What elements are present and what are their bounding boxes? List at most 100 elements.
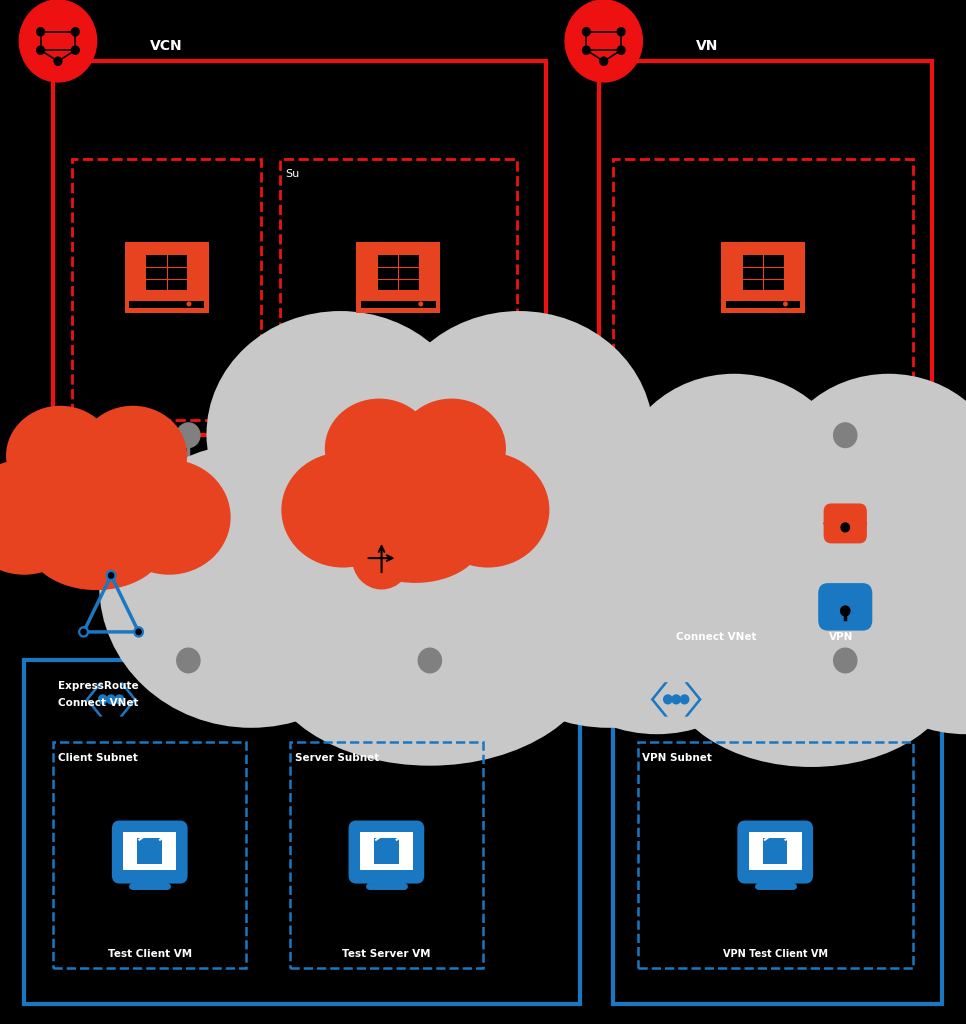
Circle shape [418,423,441,447]
Text: Test Client VM: Test Client VM [107,949,192,959]
FancyBboxPatch shape [125,242,209,312]
Ellipse shape [14,421,180,567]
Text: Server Subnet: Server Subnet [295,753,379,763]
Circle shape [99,695,107,703]
Bar [53,61,546,435]
Circle shape [79,627,88,637]
FancyBboxPatch shape [721,242,806,312]
Ellipse shape [325,398,434,499]
Bar [24,660,580,1004]
Ellipse shape [0,460,86,574]
Circle shape [134,627,143,637]
FancyBboxPatch shape [359,831,413,869]
Ellipse shape [618,374,850,587]
Bar [378,255,419,291]
FancyBboxPatch shape [818,583,872,631]
Ellipse shape [773,374,966,587]
Ellipse shape [634,407,966,718]
Circle shape [107,695,115,703]
Ellipse shape [260,539,600,766]
FancyBboxPatch shape [112,820,187,884]
Circle shape [834,423,857,447]
Bar [146,255,187,291]
Circle shape [841,523,849,531]
Ellipse shape [99,443,403,728]
Text: Connect VNet: Connect VNet [676,632,756,642]
FancyBboxPatch shape [123,831,177,869]
Circle shape [177,423,200,447]
Bar [129,301,204,308]
Bar [613,660,942,1004]
Circle shape [115,695,124,703]
Circle shape [54,57,62,66]
Text: VCN: VCN [150,39,183,53]
Bar [72,159,261,420]
Ellipse shape [347,490,484,583]
Bar [280,159,517,420]
Circle shape [19,0,97,82]
Text: VPN Subnet: VPN Subnet [642,753,712,763]
Bar [290,742,483,968]
Circle shape [783,302,787,306]
Polygon shape [120,682,136,717]
FancyBboxPatch shape [749,831,802,869]
Bar [599,61,932,435]
FancyBboxPatch shape [48,557,77,565]
FancyBboxPatch shape [374,838,399,863]
FancyBboxPatch shape [356,242,440,312]
Circle shape [136,629,141,635]
Circle shape [600,57,608,66]
Circle shape [672,695,680,703]
Ellipse shape [426,453,550,567]
Ellipse shape [665,570,958,767]
Circle shape [353,527,411,589]
Polygon shape [86,682,102,717]
Circle shape [187,302,190,306]
Bar [726,301,801,308]
Circle shape [680,695,689,703]
Ellipse shape [332,414,498,560]
FancyBboxPatch shape [763,838,787,863]
Bar [743,255,783,291]
Ellipse shape [526,488,788,734]
Bar [613,159,913,420]
Text: VPN Test Client VM: VPN Test Client VM [723,949,828,959]
Circle shape [37,28,44,36]
Circle shape [106,570,116,581]
Circle shape [664,695,672,703]
Circle shape [840,606,850,615]
Circle shape [617,28,625,36]
Text: Su: Su [285,169,299,179]
Circle shape [834,648,857,673]
Text: VN: VN [696,39,718,53]
Bar [361,301,436,308]
Text: VPN: VPN [829,632,853,642]
Ellipse shape [835,488,966,734]
Circle shape [419,302,422,306]
Ellipse shape [281,453,405,567]
FancyBboxPatch shape [137,838,162,863]
Circle shape [37,46,44,54]
FancyBboxPatch shape [737,820,813,884]
Ellipse shape [457,443,760,728]
FancyBboxPatch shape [48,563,77,571]
Circle shape [565,0,642,82]
FancyBboxPatch shape [824,504,867,544]
Text: Client Subnet: Client Subnet [58,753,138,763]
Circle shape [177,648,200,673]
Ellipse shape [397,398,506,499]
Circle shape [71,46,79,54]
Circle shape [71,28,79,36]
Circle shape [418,648,441,673]
Polygon shape [651,682,668,717]
Ellipse shape [28,498,165,590]
Ellipse shape [385,311,653,557]
Circle shape [108,572,114,579]
Ellipse shape [224,349,636,709]
Circle shape [617,46,625,54]
Polygon shape [685,682,701,717]
FancyBboxPatch shape [48,568,77,577]
FancyBboxPatch shape [349,820,424,884]
Text: Connect VNet: Connect VNet [58,698,138,709]
Ellipse shape [78,406,187,506]
